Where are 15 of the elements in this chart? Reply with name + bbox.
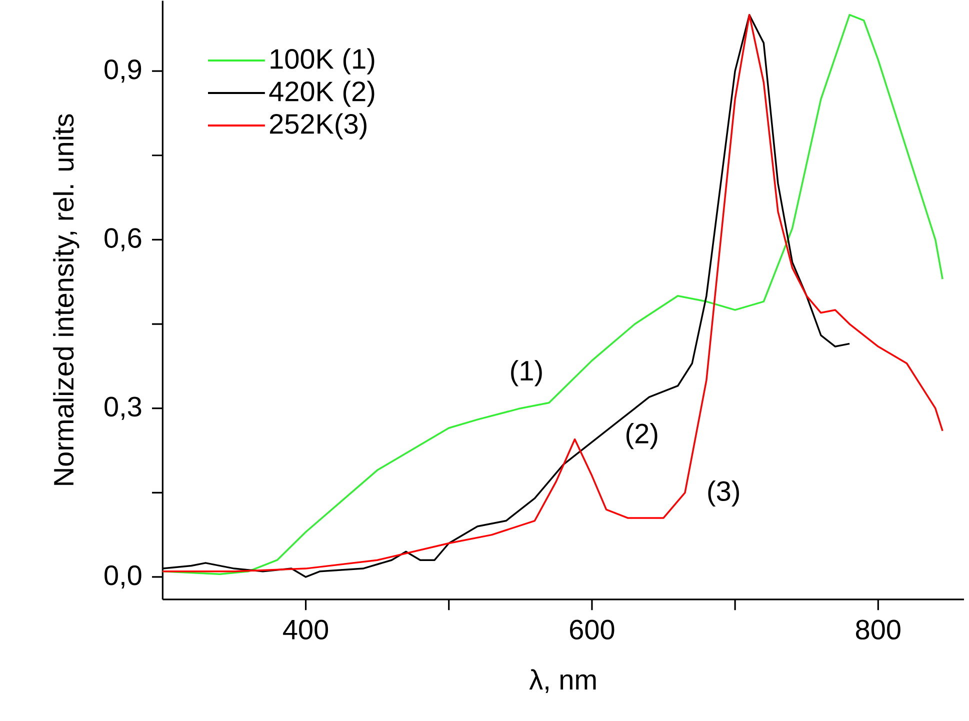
y-tick-label: 0,0 <box>104 566 142 589</box>
y-tick-label: 0,9 <box>104 60 142 83</box>
y-axis-title: Normalized intensity, rel. units <box>53 114 80 485</box>
x-tick-label: 600 <box>570 620 614 640</box>
annotation: (3) <box>708 480 739 507</box>
x-tick-label: 400 <box>283 620 328 640</box>
annotation: (2) <box>626 423 658 450</box>
annotation: (1) <box>511 360 542 386</box>
legend-label: 252K(3) <box>270 113 366 140</box>
legend-label: 100K (1) <box>270 48 374 74</box>
x-tick-label: 800 <box>856 620 900 640</box>
legend-label: 420K (2) <box>269 80 374 107</box>
y-tick-label: 0,3 <box>104 396 142 420</box>
y-tick-label: 0,6 <box>104 228 142 252</box>
x-axis-title: λ, nm <box>529 669 596 694</box>
